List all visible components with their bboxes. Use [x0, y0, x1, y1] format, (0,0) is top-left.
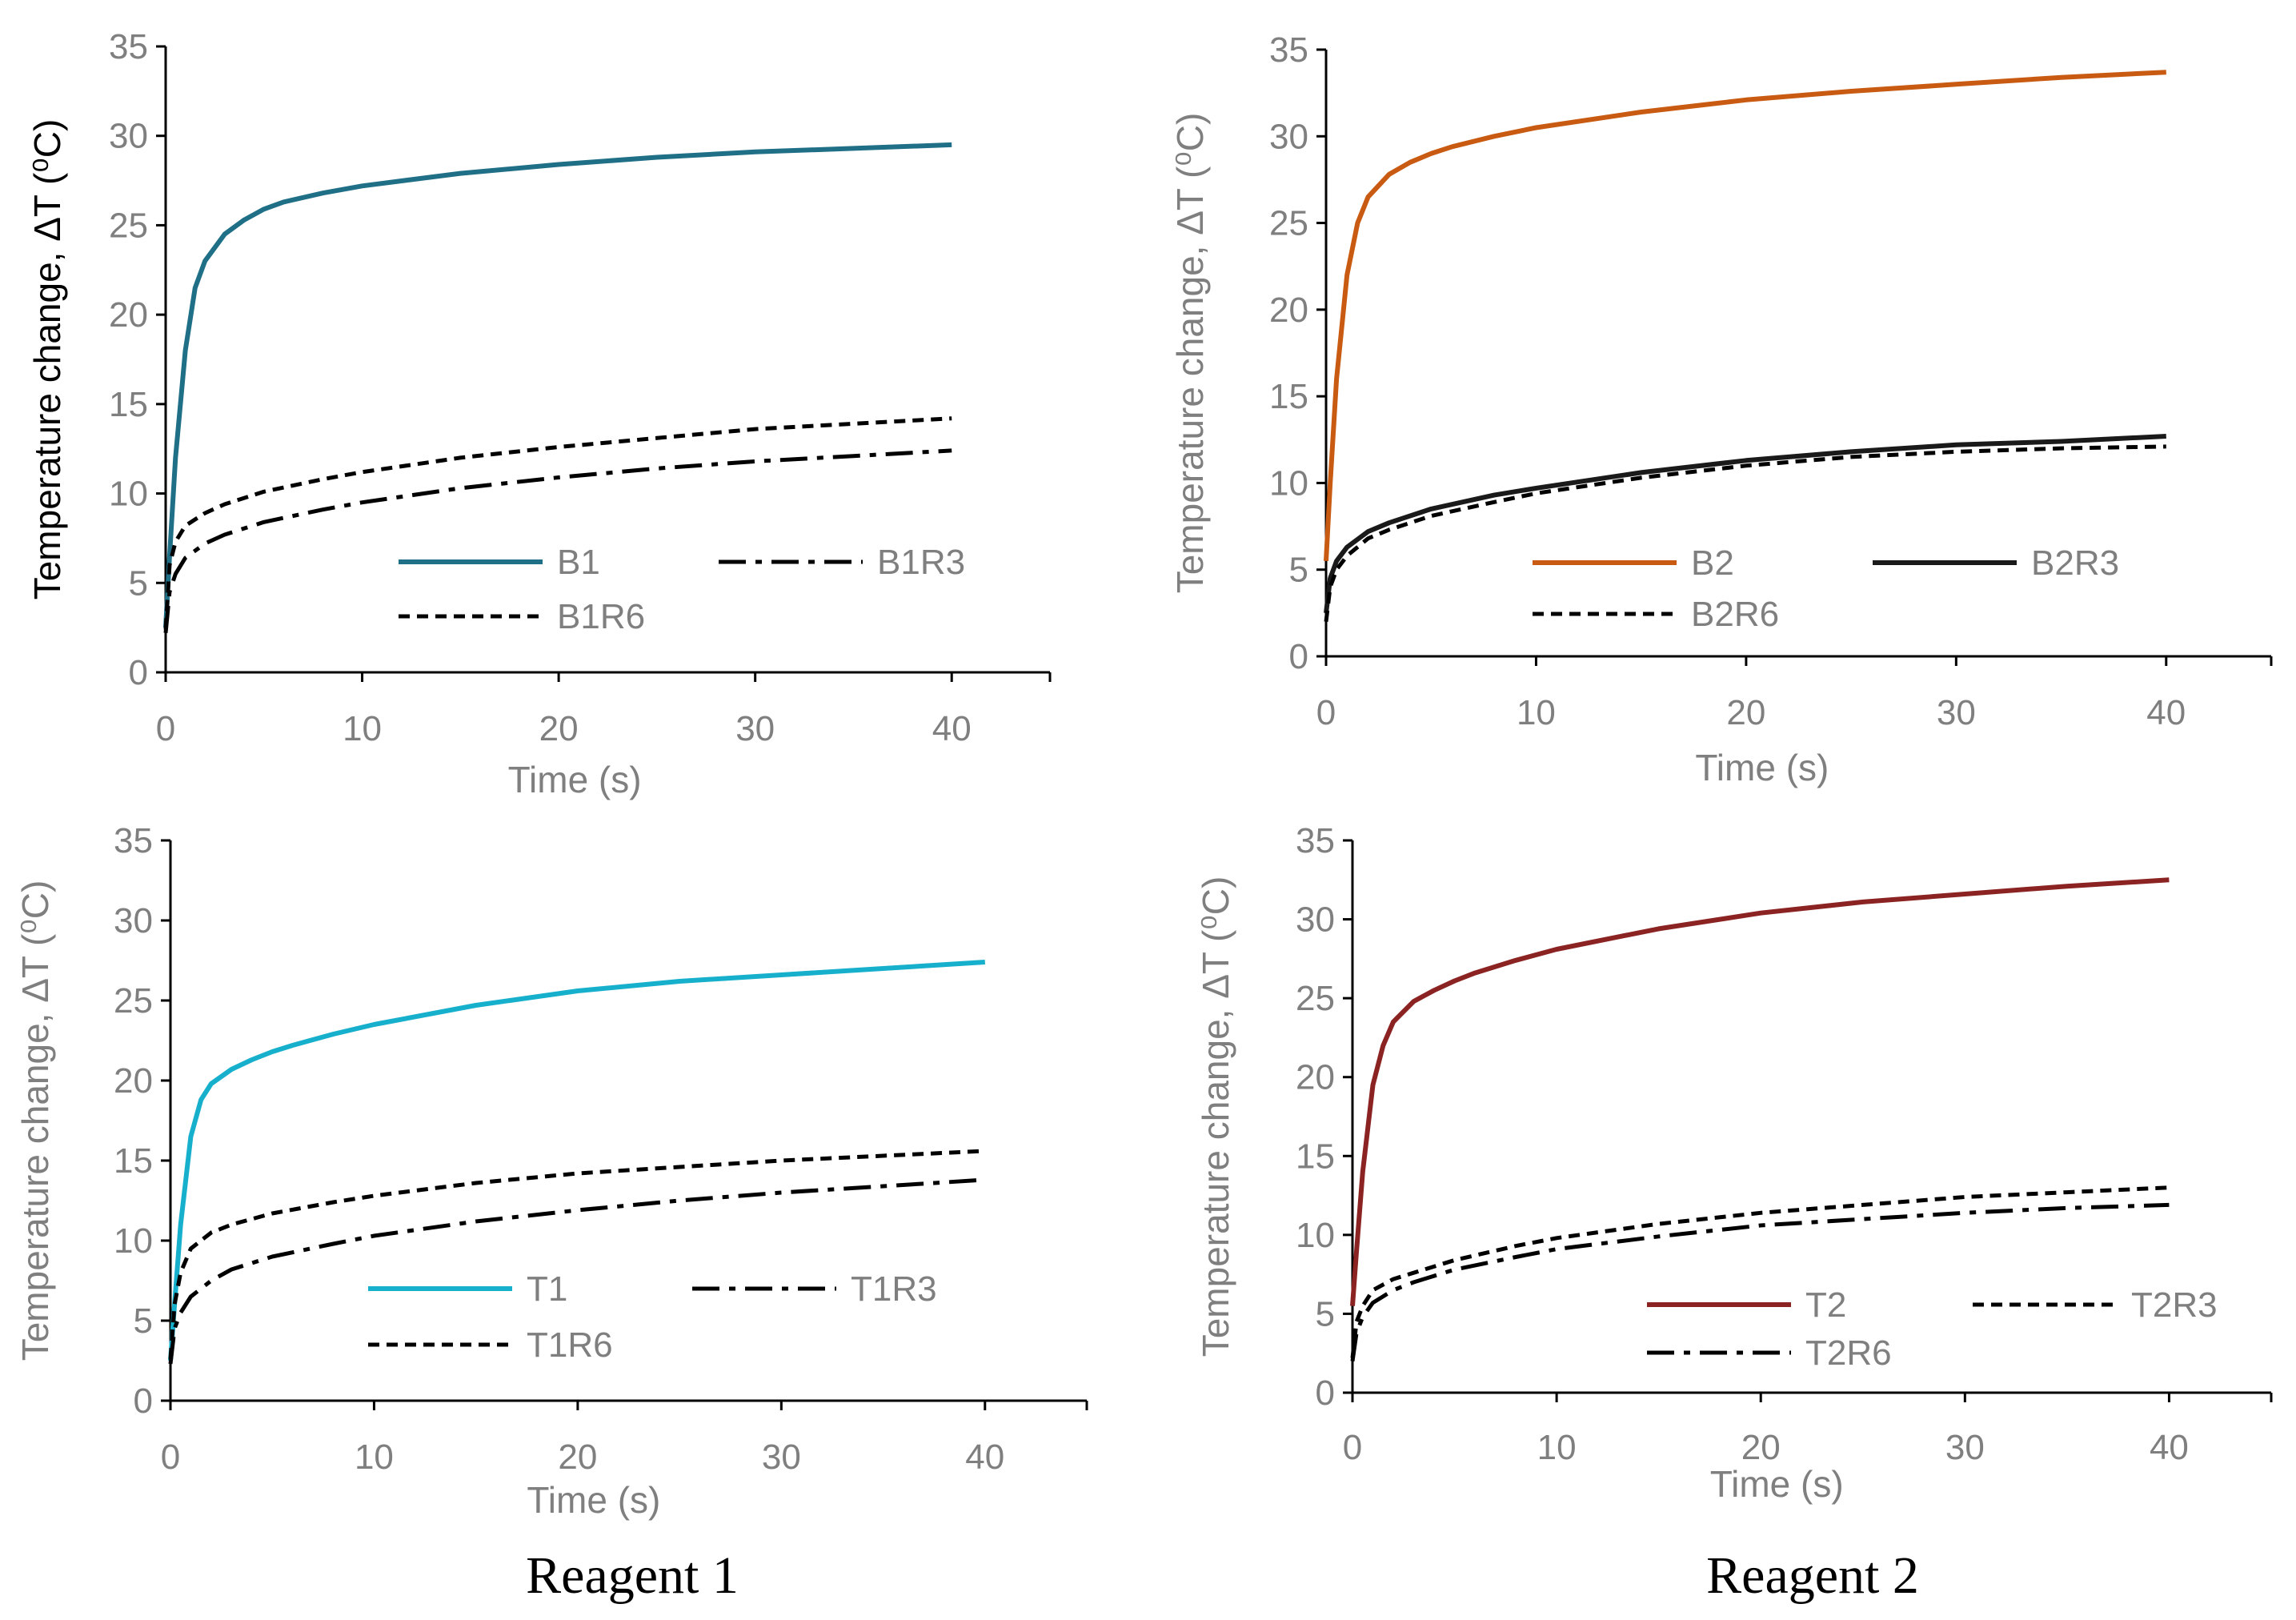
series-line-b1r6	[163, 416, 952, 630]
y-tick-label: 35	[109, 27, 148, 66]
y-tick-label: 20	[114, 1061, 153, 1101]
y-tick-label: 0	[134, 1381, 153, 1421]
y-tick-label: 15	[1269, 377, 1308, 416]
legend-label-t2r6: T2R6	[1805, 1333, 1892, 1373]
y-tick-label: 15	[1296, 1137, 1335, 1176]
series-line-t1	[168, 960, 985, 1361]
x-tick-label: 30	[1945, 1428, 1985, 1467]
x-tick-label: 0	[161, 1438, 180, 1477]
x-tick-label: 20	[539, 709, 579, 748]
y-tick-label: 10	[114, 1221, 153, 1261]
x-tick-label: 10	[355, 1438, 394, 1477]
y-tick-label: 15	[114, 1141, 153, 1181]
series-line-b2r3	[1324, 434, 2166, 614]
series-line-b1	[163, 142, 952, 628]
y-tick-label: 20	[109, 295, 148, 335]
series-line-t1r3	[168, 1177, 985, 1365]
series-line-t2r6	[1350, 1202, 2170, 1361]
series-line-t2	[1350, 877, 2170, 1306]
y-tick-label: 25	[1296, 979, 1335, 1018]
x-tick-label: 0	[156, 709, 175, 748]
x-tick-label: 20	[1741, 1428, 1781, 1467]
series-line-t2r3	[1350, 1185, 2170, 1358]
y-tick-label: 20	[1296, 1058, 1335, 1097]
chart-panel-bottom-right: 0 5 10 15 20 25 30 35 0 10 20 30 40 Time (s) Temperatu…	[1195, 821, 2273, 1505]
x-tick-label: 30	[762, 1438, 801, 1477]
y-axis-title: Temperature change, ΔT (⁰C)	[26, 119, 68, 600]
x-tick-label: 20	[1726, 693, 1765, 732]
chart-panel-top-right: 0 5 10 15 20 25 30 35 0 10 20 30 40 Time (s) Temperatu…	[1169, 30, 2273, 788]
y-axis-title: Temperature change, ΔT (⁰C)	[1195, 876, 1236, 1357]
x-axis-title: Time (s)	[1695, 747, 1829, 788]
caption-reagent-2: Reagent 2	[1706, 1546, 1919, 1605]
x-tick-label: 0	[1316, 693, 1336, 732]
y-tick-label: 5	[134, 1301, 153, 1341]
x-tick-label: 20	[558, 1438, 597, 1477]
series-line-b2r6	[1324, 444, 2166, 622]
series-line-t1r6	[168, 1149, 985, 1360]
y-tick-label: 30	[109, 117, 148, 156]
y-tick-label: 20	[1269, 291, 1308, 330]
y-tick-label: 0	[129, 653, 148, 692]
legend-label-t1r3: T1R3	[851, 1269, 937, 1309]
x-tick-label: 40	[932, 709, 972, 748]
x-tick-label: 30	[1937, 693, 1976, 732]
y-tick-label: 25	[109, 206, 148, 245]
x-tick-label: 0	[1343, 1428, 1362, 1467]
x-tick-label: 30	[735, 709, 775, 748]
y-tick-label: 15	[109, 385, 148, 424]
y-tick-label: 30	[1296, 900, 1335, 940]
y-tick-label: 10	[1269, 463, 1308, 503]
caption-reagent-1: Reagent 1	[526, 1546, 739, 1605]
x-tick-label: 40	[965, 1438, 1004, 1477]
x-tick-label: 10	[343, 709, 382, 748]
legend-label-b1r6: B1R6	[557, 597, 645, 636]
legend-label-t2r3: T2R3	[2131, 1285, 2218, 1325]
y-tick-label: 10	[1296, 1216, 1335, 1255]
y-tick-label: 35	[1296, 821, 1335, 860]
legend-label-t2: T2	[1805, 1285, 1846, 1325]
y-tick-label: 30	[114, 901, 153, 940]
legend: T2 T2R3 T2R6	[1647, 1285, 2218, 1373]
x-tick-label: 40	[2150, 1428, 2189, 1467]
x-tick-label: 10	[1537, 1428, 1577, 1467]
x-axis-title: Time (s)	[508, 759, 642, 800]
legend-label-b2r6: B2R6	[1691, 595, 1779, 634]
x-axis-title: Time (s)	[527, 1479, 660, 1521]
x-tick-label: 10	[1517, 693, 1556, 732]
series-line-b1r3	[163, 448, 952, 634]
y-axis-title: Temperature change, ΔT (⁰C)	[1169, 113, 1211, 594]
y-tick-label: 0	[1316, 1373, 1335, 1413]
y-tick-label: 5	[1316, 1294, 1335, 1333]
y-tick-label: 5	[129, 563, 148, 603]
y-tick-label: 35	[114, 821, 153, 860]
x-axis-title: Time (s)	[1710, 1463, 1844, 1505]
y-tick-label: 25	[1269, 204, 1308, 243]
legend-label-b1r3: B1R3	[877, 543, 965, 582]
y-tick-label: 0	[1289, 637, 1308, 676]
y-tick-label: 35	[1269, 30, 1308, 70]
legend: B1 B1R3 B1R6	[399, 543, 965, 636]
legend-label-b2r3: B2R3	[2031, 543, 2119, 583]
legend: T1 T1R3 T1R6	[368, 1269, 937, 1365]
x-tick-label: 40	[2146, 693, 2186, 732]
legend: B2 B2R3 B2R6	[1533, 543, 2119, 634]
legend-label-t1r6: T1R6	[527, 1325, 613, 1365]
y-tick-label: 25	[114, 981, 153, 1021]
y-axis-title: Temperature change, ΔT (⁰C)	[14, 880, 56, 1361]
y-tick-label: 5	[1289, 551, 1308, 590]
legend-label-b2: B2	[1691, 543, 1734, 583]
y-tick-label: 30	[1269, 117, 1308, 156]
series-line-b2	[1324, 70, 2166, 562]
legend-label-b1: B1	[557, 543, 600, 582]
chart-panel-bottom-left: 0 5 10 15 20 25 30 35 0 10 20 30 40 Time (s) Temperatu…	[14, 821, 1088, 1521]
legend-label-t1: T1	[527, 1269, 567, 1309]
y-tick-label: 10	[109, 475, 148, 514]
chart-panel-top-left: 0 5 10 15 20 25 30 35 0 10 20 30 40 Time (s) Temperatu…	[26, 27, 1052, 800]
